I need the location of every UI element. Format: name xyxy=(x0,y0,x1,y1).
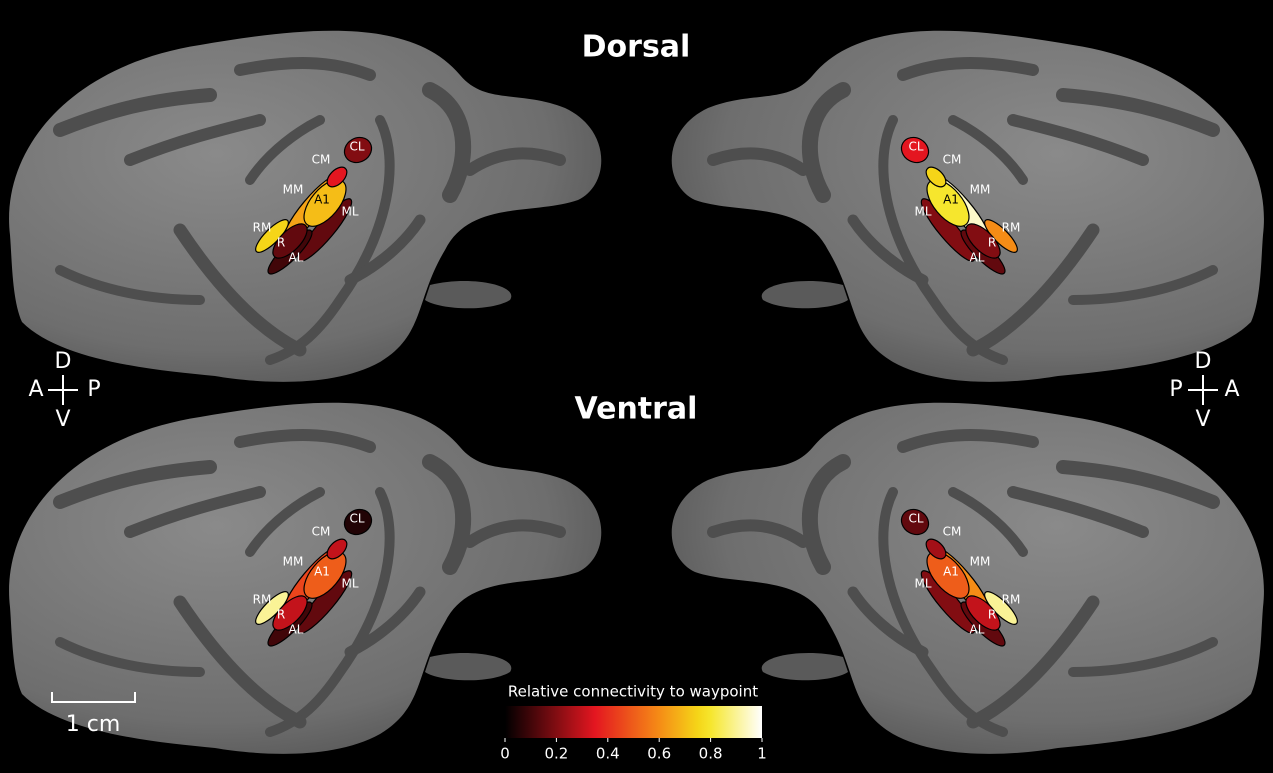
orientation-label: D xyxy=(1195,349,1212,374)
region-label: R xyxy=(988,608,996,622)
orientation-label: A xyxy=(28,377,43,402)
region-label: CL xyxy=(349,140,364,154)
region-label: AL xyxy=(289,623,304,637)
region-label: RM xyxy=(253,593,272,607)
colorbar xyxy=(505,706,762,738)
region-label: MM xyxy=(283,183,304,197)
region-label: CM xyxy=(312,153,331,167)
orientation-label: P xyxy=(87,377,100,402)
region-label: RM xyxy=(253,221,272,235)
region-label: RM xyxy=(1002,593,1021,607)
page: Dorsal Ventral D A P V D P A V 1 cm Rela… xyxy=(0,0,1273,773)
region-label: MM xyxy=(970,555,991,569)
orientation-label: D xyxy=(55,349,72,374)
region-label: A1 xyxy=(314,565,330,579)
region-label: CM xyxy=(943,525,962,539)
region-label: ML xyxy=(914,577,931,591)
region-label: MM xyxy=(283,555,304,569)
orientation-cross: D P A V xyxy=(1169,349,1239,432)
region-label: CM xyxy=(312,525,331,539)
orientation-label: V xyxy=(1195,407,1210,432)
region-label: RM xyxy=(1002,221,1021,235)
region-label: ML xyxy=(341,577,358,591)
region-label: A1 xyxy=(314,193,330,207)
colorbar-tick-label: 0 xyxy=(500,745,510,763)
region-label: MM xyxy=(970,183,991,197)
region-label: R xyxy=(277,608,285,622)
region-label: AL xyxy=(970,251,985,265)
orientation-cross: D A P V xyxy=(28,349,100,432)
row-title: Dorsal xyxy=(582,30,691,65)
region-label: AL xyxy=(970,623,985,637)
colorbar-tick-label: 0.4 xyxy=(596,745,620,763)
region-label: R xyxy=(988,236,996,250)
orientation-label: V xyxy=(55,407,70,432)
region-label: R xyxy=(277,236,285,250)
region-label: A1 xyxy=(943,193,959,207)
region-label: CL xyxy=(908,140,923,154)
colorbar-title: Relative connectivity to waypoint xyxy=(508,683,758,701)
region-label: CL xyxy=(349,512,364,526)
region-label: ML xyxy=(341,205,358,219)
region-label: CM xyxy=(943,153,962,167)
colorbar-tick-label: 0.8 xyxy=(699,745,723,763)
colorbar-tick-label: 0.2 xyxy=(544,745,568,763)
orientation-label: A xyxy=(1224,377,1239,402)
region-label: A1 xyxy=(943,565,959,579)
scale-bar-label: 1 cm xyxy=(66,712,121,737)
region-label: ML xyxy=(914,205,931,219)
orientation-label: P xyxy=(1169,377,1182,402)
figure: Dorsal Ventral D A P V D P A V 1 cm Rela… xyxy=(0,0,1273,773)
colorbar-tick-label: 1 xyxy=(757,745,767,763)
colorbar-tick-label: 0.6 xyxy=(647,745,671,763)
region-label: AL xyxy=(289,251,304,265)
row-title: Ventral xyxy=(575,392,698,427)
region-label: CL xyxy=(908,512,923,526)
